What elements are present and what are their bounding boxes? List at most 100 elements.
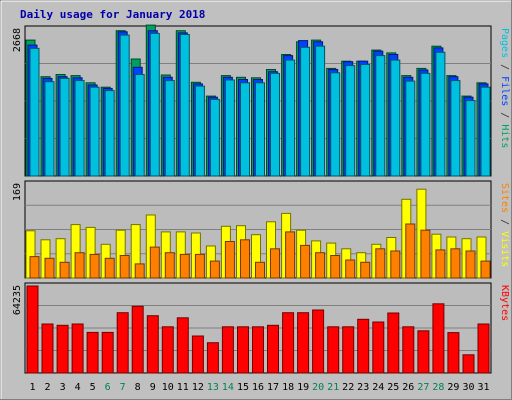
chart-panels: 2668 Pages / Files / Hits 169 Sites / Visit… [12, 24, 510, 374]
bar-kbytes-day-1 [26, 285, 39, 374]
bar-kbytes-day-19 [297, 312, 310, 374]
day-label-9: 9 [150, 382, 156, 393]
bar-kbytes-day-12 [191, 335, 204, 374]
day-label-29: 29 [447, 382, 459, 393]
series-legend: Pages / Files / Hits [499, 28, 510, 148]
bar-sites-day-4 [74, 252, 85, 279]
bar-pages-day-31 [480, 86, 491, 177]
bar-sites-day-17 [270, 248, 280, 279]
bar-kbytes-day-30 [462, 354, 475, 374]
bar-pages-day-8 [134, 74, 145, 177]
bar-sites-day-20 [315, 252, 326, 279]
bar-kbytes-day-16 [252, 326, 264, 374]
day-label-16: 16 [252, 382, 264, 393]
bar-kbytes-day-13 [206, 342, 219, 374]
bar-pages-day-13 [209, 98, 220, 177]
bar-kbytes-day-10 [161, 326, 174, 374]
bar-pages-day-10 [164, 80, 175, 177]
bar-sites-day-8 [134, 263, 145, 279]
bar-sites-day-9 [149, 246, 160, 279]
bar-pages-day-29 [450, 80, 461, 177]
legend-label: / [499, 58, 510, 76]
legend-label: KBytes [499, 285, 510, 321]
panel-3: 64235 KBytes [12, 282, 510, 374]
bar-kbytes-day-23 [357, 318, 370, 374]
bar-kbytes-day-26 [402, 326, 415, 374]
day-label-20: 20 [312, 382, 324, 393]
bar-kbytes-day-5 [86, 331, 99, 374]
bar-kbytes-day-3 [56, 324, 69, 374]
y-max-label: 169 [12, 183, 23, 201]
panel-1: 2668 Pages / Files / Hits [12, 24, 510, 177]
series-kbytes [26, 285, 490, 374]
day-label-21: 21 [327, 382, 339, 393]
bar-kbytes-day-22 [342, 326, 355, 374]
panel-2: 169 Sites / Visits [12, 180, 510, 279]
bar-sites-day-19 [300, 244, 311, 279]
bar-pages-day-24 [375, 55, 386, 177]
day-label-17: 17 [267, 382, 279, 393]
bar-sites-day-27 [420, 229, 431, 279]
bar-sites-day-26 [405, 223, 416, 279]
bar-sites-day-21 [330, 255, 341, 279]
day-label-24: 24 [372, 382, 384, 393]
bar-kbytes-day-17 [267, 324, 279, 374]
bar-pages-day-18 [285, 59, 296, 177]
bar-kbytes-day-29 [447, 332, 460, 374]
bar-sites-day-28 [435, 249, 446, 279]
series-legend: Sites / Visits [499, 183, 510, 267]
bar-kbytes-day-7 [116, 312, 129, 374]
bar-sites-day-13 [209, 260, 220, 279]
bar-pages-day-21 [330, 72, 341, 177]
bar-pages-day-14 [224, 79, 235, 177]
bar-sites-day-7 [119, 255, 130, 279]
bar-pages-day-5 [89, 86, 100, 177]
day-label-31: 31 [477, 382, 489, 393]
legend-label: Visits [499, 231, 510, 267]
bar-kbytes-day-6 [101, 331, 114, 374]
day-label-25: 25 [387, 382, 399, 393]
bar-sites-day-16 [255, 261, 265, 279]
bar-pages-day-2 [44, 81, 55, 177]
day-label-15: 15 [237, 382, 249, 393]
bar-kbytes-day-28 [432, 303, 445, 374]
day-label-19: 19 [297, 382, 309, 393]
bar-pages-day-23 [360, 64, 371, 177]
legend-label: Sites [499, 183, 510, 213]
series-pages [29, 32, 491, 177]
day-label-27: 27 [417, 382, 429, 393]
day-label-26: 26 [402, 382, 414, 393]
bar-sites-day-5 [89, 253, 100, 279]
legend-label: Pages [499, 28, 510, 58]
bar-pages-day-9 [149, 32, 160, 177]
bar-pages-day-7 [119, 34, 130, 177]
bar-sites-day-30 [465, 250, 476, 279]
day-label-4: 4 [75, 382, 81, 393]
bar-kbytes-day-9 [146, 315, 159, 374]
bar-sites-day-14 [224, 241, 235, 279]
bar-kbytes-day-4 [71, 323, 84, 374]
bar-sites-day-25 [390, 250, 401, 279]
day-label-3: 3 [60, 382, 66, 393]
day-label-12: 12 [192, 382, 204, 393]
bar-pages-day-4 [74, 80, 85, 177]
bar-sites-day-24 [375, 248, 386, 279]
bar-pages-day-30 [465, 100, 476, 177]
bar-pages-day-20 [315, 45, 326, 177]
bar-pages-day-1 [29, 47, 40, 177]
bar-sites-day-11 [179, 253, 190, 279]
bar-sites-day-31 [480, 260, 491, 279]
bar-pages-day-27 [420, 72, 431, 177]
bar-kbytes-day-14 [221, 326, 234, 374]
bar-sites-day-22 [345, 259, 356, 279]
day-label-2: 2 [44, 382, 50, 393]
day-label-8: 8 [135, 382, 141, 393]
day-label-28: 28 [432, 382, 444, 393]
bar-sites-day-1 [29, 256, 40, 279]
bar-sites-day-15 [240, 239, 250, 279]
day-label-10: 10 [162, 382, 174, 393]
bar-sites-day-23 [360, 261, 371, 279]
day-label-11: 11 [177, 382, 189, 393]
day-label-7: 7 [120, 382, 126, 393]
